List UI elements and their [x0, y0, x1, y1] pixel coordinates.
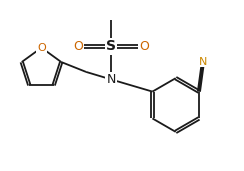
Text: N: N: [106, 73, 116, 86]
Text: O: O: [73, 40, 83, 53]
Text: O: O: [37, 43, 46, 53]
Text: N: N: [198, 57, 207, 67]
Text: S: S: [106, 40, 116, 54]
Text: O: O: [139, 40, 149, 53]
